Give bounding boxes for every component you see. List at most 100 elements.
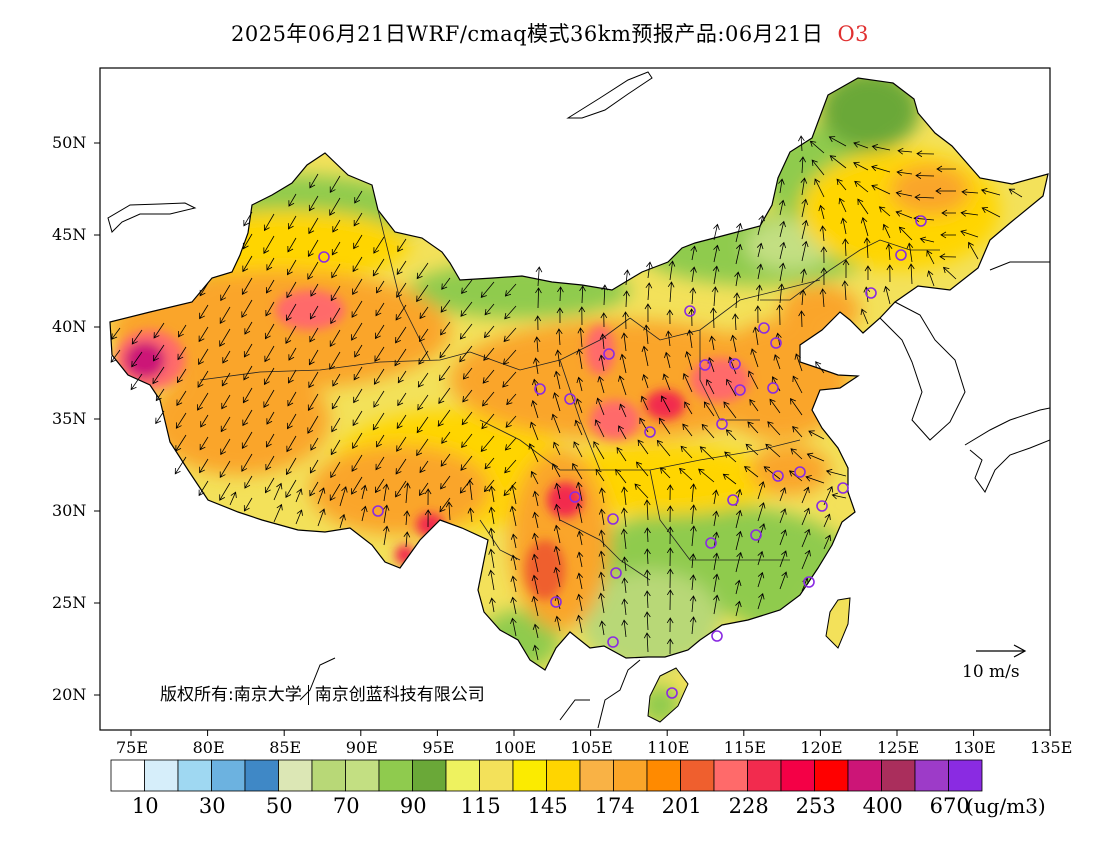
longitude-label: 130E (953, 738, 996, 757)
colorbar-tick-label: 228 (728, 794, 769, 818)
station-marker (550, 596, 562, 608)
wind-arrow (532, 623, 540, 639)
wind-arrow (936, 165, 957, 173)
wind-arrow (339, 513, 346, 529)
wind-arrow (623, 290, 630, 308)
wind-arrow (266, 257, 275, 271)
wind-arrow (502, 349, 517, 365)
wind-arrow (756, 242, 764, 258)
wind-arrow (790, 398, 803, 416)
colorbar-tick-label: 253 (795, 794, 836, 818)
wind-arrow (576, 348, 583, 370)
wind-arrow (895, 190, 913, 197)
latitude-label: 25N (52, 593, 87, 612)
wind-arrow (576, 614, 583, 634)
wind-arrow (295, 488, 303, 503)
taiwan-outline (825, 597, 851, 649)
wind-arrow (285, 325, 297, 344)
longitude-label: 115E (723, 738, 767, 757)
station-marker (603, 348, 615, 360)
wind-arrow (111, 327, 121, 340)
colorbar-swatch (680, 759, 715, 792)
wind-arrow (935, 187, 957, 195)
wind-arrow (799, 156, 807, 174)
wind-arrow (926, 249, 935, 265)
wind-arrow (360, 484, 368, 500)
wind-arrow (241, 431, 253, 450)
longitude-label: 100E (494, 738, 537, 757)
wind-arrow (199, 282, 209, 297)
wind-arrow (221, 372, 231, 387)
wind-arrow (462, 367, 473, 380)
wind-arrow (666, 617, 674, 633)
colorbar-tick-label: 10 (131, 794, 159, 818)
wind-arrow (285, 479, 297, 498)
wind-arrow (749, 398, 759, 412)
wind-arrow (599, 487, 606, 504)
wind-arrow (792, 375, 803, 394)
caspian-coastline (107, 202, 197, 233)
wind-arrow (914, 193, 935, 201)
wind-arrow (459, 345, 473, 363)
wind-arrow (712, 573, 720, 593)
colorbar-tick-label: 50 (265, 794, 293, 818)
wind-arrow (960, 210, 979, 217)
wind-arrow (871, 164, 891, 173)
wind-arrow (595, 468, 605, 482)
wind-arrow (841, 280, 849, 301)
wind-arrow (658, 417, 671, 435)
wind-arrow (915, 172, 935, 179)
station-marker (729, 358, 741, 370)
wind-arrow (682, 423, 693, 437)
wind-arrow (798, 135, 805, 152)
wind-arrow (353, 234, 363, 250)
wind-arrow (219, 482, 231, 501)
wind-arrow (712, 489, 719, 505)
colorbar-swatch (244, 759, 279, 792)
wind-arrow (273, 482, 283, 501)
baikal-coastline (566, 71, 653, 119)
wind-arrow (726, 378, 737, 397)
colorbar-swatch (780, 759, 815, 792)
station-marker (758, 322, 770, 334)
wind-arrow (757, 592, 765, 610)
wind-arrow (375, 456, 385, 471)
wind-arrow (199, 304, 209, 320)
wind-arrow (317, 508, 326, 527)
wind-arrow (510, 596, 517, 615)
wind-arrow (503, 481, 517, 497)
province-borders (199, 209, 940, 581)
wind-arrow (395, 304, 407, 321)
wind-arrow (219, 460, 231, 478)
wind-arrow (599, 333, 607, 350)
wind-arrow (265, 433, 275, 448)
wind-arrow (287, 369, 297, 384)
wind-arrow (576, 530, 584, 546)
wind-arrow (532, 532, 539, 551)
colorbar-swatch (110, 759, 145, 792)
wind-arrow (242, 409, 253, 427)
wind-arrow (636, 461, 649, 477)
wind-arrow (488, 485, 496, 503)
wind-arrow (664, 351, 671, 369)
wind-arrow (645, 282, 653, 301)
wind-arrow (244, 321, 253, 335)
wind-arrow (686, 329, 694, 349)
wind-arrow (352, 432, 363, 450)
wind-arrow (440, 453, 451, 467)
wind-arrow (639, 417, 649, 433)
wind-arrow (199, 436, 209, 451)
wind-arrow (724, 451, 737, 463)
wind-arrow (153, 344, 165, 362)
wind-arrow (644, 590, 651, 609)
wind-arrow (757, 481, 766, 500)
wind-arrow (286, 259, 297, 276)
southeast-asia-coastline (299, 657, 641, 729)
colorbar-tick-label: 70 (332, 794, 360, 818)
wind-arrow (308, 195, 319, 212)
station-marker (607, 636, 619, 648)
station-marker (865, 287, 877, 299)
wind-arrow (177, 346, 187, 361)
wind-arrow (484, 303, 495, 316)
wind-arrow (734, 579, 742, 595)
